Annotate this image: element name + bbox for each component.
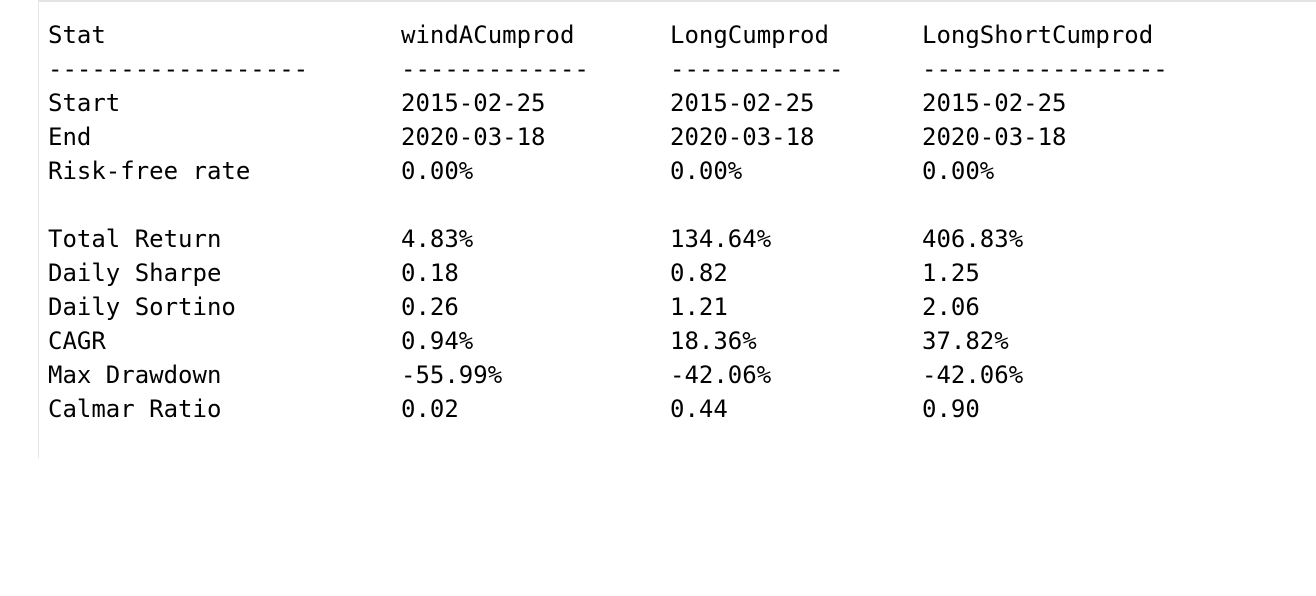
row-value: 0.44	[670, 395, 728, 423]
cell-left-border	[38, 0, 39, 458]
table-row: Max Drawdown -55.99% -42.06% -42.06%	[48, 358, 1023, 392]
row-value: 2020-03-18	[670, 123, 815, 151]
row-value: -55.99%	[401, 361, 503, 389]
separator: ------------------	[48, 55, 309, 83]
row-value: 2015-02-25	[922, 89, 1067, 117]
table-row: Start 2015-02-25 2015-02-25 2015-02-25	[48, 86, 1067, 120]
row-value: 0.90	[922, 395, 980, 423]
row-value: 0.00%	[401, 157, 474, 185]
row-value: 0.26	[401, 293, 459, 321]
row-value: 0.00%	[922, 157, 995, 185]
table-separator-row: ------------------ ------------- -------…	[48, 52, 1168, 86]
stats-table[interactable]: Stat windACumprod LongCumprod LongShortC…	[48, 18, 1168, 426]
row-label: Daily Sortino	[48, 293, 236, 321]
separator: -----------------	[922, 55, 1168, 83]
row-label: Start	[48, 89, 121, 117]
header-long-short-cumprod: LongShortCumprod	[922, 21, 1154, 49]
row-value: 1.21	[670, 293, 728, 321]
row-value: 0.02	[401, 395, 459, 423]
row-label: Total Return	[48, 225, 222, 253]
cell-top-border	[38, 0, 1316, 2]
row-value: 0.94%	[401, 327, 474, 355]
table-row: Calmar Ratio 0.02 0.44 0.90	[48, 392, 980, 426]
row-label: End	[48, 123, 92, 151]
table-row: Daily Sortino 0.26 1.21 2.06	[48, 290, 980, 324]
row-value: 2.06	[922, 293, 980, 321]
row-value: 0.18	[401, 259, 459, 287]
row-value: 2020-03-18	[922, 123, 1067, 151]
row-value: 1.25	[922, 259, 980, 287]
row-label: Calmar Ratio	[48, 395, 222, 423]
row-value: 4.83%	[401, 225, 474, 253]
row-value: 18.36%	[670, 327, 757, 355]
row-value: 2015-02-25	[670, 89, 815, 117]
table-row: End 2020-03-18 2020-03-18 2020-03-18	[48, 120, 1067, 154]
row-value: 134.64%	[670, 225, 772, 253]
header-long-cumprod: LongCumprod	[670, 21, 829, 49]
row-label: Risk-free rate	[48, 157, 251, 185]
table-row: Total Return 4.83% 134.64% 406.83%	[48, 222, 1023, 256]
header-stat: Stat	[48, 21, 106, 49]
table-row: Risk-free rate 0.00% 0.00% 0.00%	[48, 154, 994, 188]
row-label: CAGR	[48, 327, 106, 355]
table-header-row: Stat windACumprod LongCumprod LongShortC…	[48, 18, 1153, 52]
row-value: -42.06%	[922, 361, 1024, 389]
notebook-output-cell: Stat windACumprod LongCumprod LongShortC…	[38, 0, 1316, 458]
row-value: 0.82	[670, 259, 728, 287]
separator: ------------	[670, 55, 844, 83]
row-value: 406.83%	[922, 225, 1024, 253]
table-row: Daily Sharpe 0.18 0.82 1.25	[48, 256, 980, 290]
header-wind-a-cumprod: windACumprod	[401, 21, 575, 49]
separator: -------------	[401, 55, 589, 83]
blank-row	[48, 188, 135, 222]
row-value: 0.00%	[670, 157, 743, 185]
table-row: CAGR 0.94% 18.36% 37.82%	[48, 324, 1009, 358]
row-value: 2015-02-25	[401, 89, 546, 117]
row-label: Max Drawdown	[48, 361, 222, 389]
row-label: Daily Sharpe	[48, 259, 222, 287]
row-value: -42.06%	[670, 361, 772, 389]
row-value: 2020-03-18	[401, 123, 546, 151]
row-value: 37.82%	[922, 327, 1009, 355]
